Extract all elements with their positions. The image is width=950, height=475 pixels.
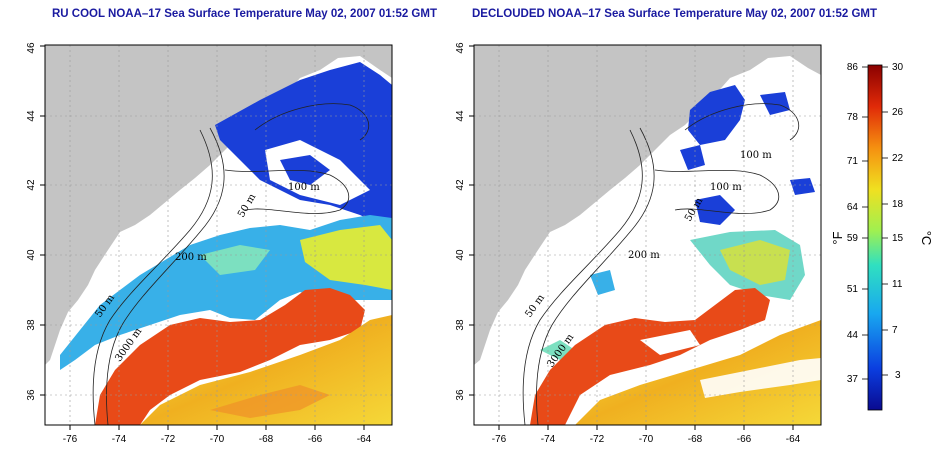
fahrenheit-tick: 71 bbox=[847, 156, 859, 167]
x-tick-label: -72 bbox=[161, 434, 176, 445]
y-tick-label: 46 bbox=[26, 42, 37, 54]
y-tick-label: 42 bbox=[26, 179, 37, 191]
x-tick-label: -70 bbox=[210, 434, 225, 445]
left-x-axis: -76 -74 -72 -70 -68 -66 -64 bbox=[63, 425, 372, 445]
contour-label: 100 m bbox=[710, 182, 742, 193]
y-tick-label: 44 bbox=[26, 110, 37, 122]
contour-label: 100 m bbox=[740, 150, 772, 161]
y-tick-label: 40 bbox=[455, 249, 466, 261]
celsius-tick: 3 bbox=[895, 370, 901, 381]
contour-label: 200 m bbox=[628, 250, 660, 261]
right-y-axis: 36 38 40 42 44 46 bbox=[455, 42, 474, 401]
x-tick-label: -76 bbox=[63, 434, 78, 445]
y-tick-label: 36 bbox=[26, 389, 37, 401]
celsius-tick: 11 bbox=[892, 279, 903, 290]
gulf-stream bbox=[530, 288, 770, 425]
temperature-colorbar: 86 78 71 64 59 51 44 37 30 26 22 18 15 1… bbox=[830, 62, 934, 411]
celsius-tick: 18 bbox=[892, 199, 904, 210]
y-tick-label: 42 bbox=[455, 179, 466, 191]
land-mass bbox=[474, 45, 821, 365]
right-map-panel: -76 -74 -72 -70 -68 -66 -64 36 38 40 42 … bbox=[455, 42, 822, 445]
x-tick-label: -66 bbox=[737, 434, 752, 445]
celsius-tick: 22 bbox=[892, 153, 904, 164]
left-panel-title: RU COOL NOAA–17 Sea Surface Temperature … bbox=[52, 8, 437, 20]
x-tick-label: -74 bbox=[541, 434, 556, 445]
celsius-tick: 26 bbox=[892, 107, 904, 118]
contour-label: 100 m bbox=[288, 182, 320, 193]
y-tick-label: 36 bbox=[455, 389, 466, 401]
fahrenheit-tick: 59 bbox=[847, 233, 859, 244]
x-tick-label: -74 bbox=[112, 434, 127, 445]
fahrenheit-tick: 64 bbox=[847, 202, 859, 213]
fahrenheit-tick: 86 bbox=[847, 62, 859, 73]
left-y-axis: 36 38 40 42 44 46 bbox=[26, 42, 45, 401]
y-tick-label: 44 bbox=[455, 110, 466, 122]
fahrenheit-tick: 44 bbox=[847, 330, 859, 341]
x-tick-label: -72 bbox=[590, 434, 605, 445]
cold-water bbox=[688, 85, 745, 145]
x-tick-label: -76 bbox=[492, 434, 507, 445]
y-tick-label: 38 bbox=[26, 319, 37, 331]
x-tick-label: -68 bbox=[688, 434, 703, 445]
y-tick-label: 46 bbox=[455, 42, 466, 54]
x-tick-label: -64 bbox=[786, 434, 801, 445]
land-mass bbox=[45, 45, 392, 365]
x-tick-label: -70 bbox=[639, 434, 654, 445]
fahrenheit-tick: 51 bbox=[847, 284, 859, 295]
celsius-tick: 30 bbox=[892, 62, 904, 73]
fahrenheit-label: °F bbox=[830, 231, 845, 244]
left-map-panel: -76 -74 -72 -70 -68 -66 -64 36 38 40 42 … bbox=[26, 42, 393, 445]
x-tick-label: -68 bbox=[259, 434, 274, 445]
celsius-tick: 7 bbox=[892, 325, 898, 336]
celsius-tick: 15 bbox=[892, 233, 904, 244]
right-panel-title: DECLOUDED NOAA–17 Sea Surface Temperatur… bbox=[472, 8, 877, 20]
celsius-label: °C bbox=[919, 231, 934, 246]
fahrenheit-tick: 37 bbox=[847, 374, 859, 385]
gulf-stream bbox=[95, 288, 365, 425]
x-tick-label: -66 bbox=[308, 434, 323, 445]
fahrenheit-tick: 78 bbox=[847, 112, 859, 123]
contour-label: 200 m bbox=[175, 252, 207, 263]
y-tick-label: 38 bbox=[455, 319, 466, 331]
x-tick-label: -64 bbox=[357, 434, 372, 445]
y-tick-label: 40 bbox=[26, 249, 37, 261]
right-x-axis: -76 -74 -72 -70 -68 -66 -64 bbox=[492, 425, 801, 445]
